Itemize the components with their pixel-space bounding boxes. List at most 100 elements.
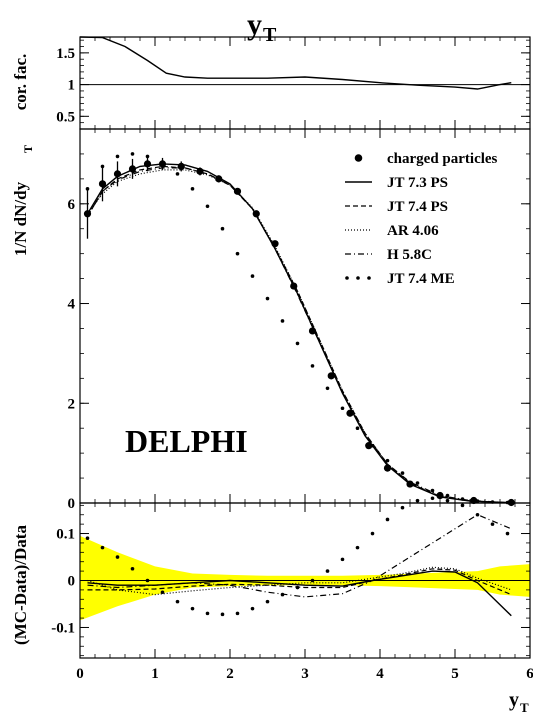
y-tick-label: 0 — [68, 496, 76, 512]
ratio-jt-7-4-me-dot — [175, 599, 180, 604]
dist-jt-7-4-me-dot — [460, 497, 465, 501]
y-tick-label: 6 — [68, 197, 76, 213]
legend-ar-4-06-label: AR 4.06 — [387, 223, 439, 239]
dist-jt-7-4-me-dot — [385, 458, 390, 463]
ratio-h-5-8c-line — [87, 514, 512, 598]
ratio-jt-7-4-me-dot — [430, 496, 435, 501]
y-tick-label: 2 — [68, 396, 76, 412]
y-tick-label: 0 — [68, 574, 76, 590]
data-point — [436, 491, 444, 500]
data-point — [196, 167, 204, 175]
ratio-ar-4-06-line — [87, 566, 512, 596]
dist-jt-7-4-me-dot — [400, 471, 405, 475]
dist-jt-7-4-me-dot — [130, 152, 135, 156]
legend: charged particles JT 7.3 PS JT 7.4 PS AR 4.… — [345, 151, 498, 287]
ratio-jt-7-4-me-dot — [475, 512, 480, 517]
ratio-jt-7-4-me-dot — [355, 545, 360, 550]
ratio-jt-7-4-me-dot — [415, 498, 420, 503]
legend-jt-7-4-me-dot — [356, 276, 360, 280]
ratio-jt-7-4-me-dot — [235, 611, 240, 616]
ratio-jt-7-4-me-dot — [280, 592, 285, 597]
data-point — [98, 180, 107, 188]
x-axis-label: y T — [509, 689, 529, 715]
x-tick-label: 6 — [526, 666, 533, 682]
dist-jt-7-4-me-dot — [430, 488, 435, 493]
legend-jt-7-4-me-label: JT 7.4 ME — [387, 271, 455, 287]
dist-jt-7-4-me-dot — [355, 426, 360, 431]
data-point — [346, 409, 354, 417]
panel-frame — [79, 36, 531, 130]
dist-jt-7-4-me-dot — [250, 274, 255, 278]
dist-jt-7-4-me-dot — [310, 364, 315, 368]
data-point — [143, 160, 152, 168]
x-tick-label: 5 — [451, 666, 459, 682]
y-tick-label: -0.1 — [51, 620, 75, 636]
legend-charged-particles-label: charged particles — [387, 151, 498, 167]
ratio-jt-7-4-me-dot — [310, 578, 315, 583]
dist-jt-7-4-me-dot — [340, 406, 345, 411]
y-tick-label: 4 — [68, 297, 76, 313]
data-point — [158, 160, 167, 168]
xlabel-sub: T — [520, 700, 529, 715]
data-point — [252, 210, 260, 218]
data-point — [308, 327, 317, 335]
ratio-jt-7-4-me-dot — [130, 566, 135, 571]
dist-jt-7-4-me-dot — [190, 187, 195, 191]
data-point — [365, 442, 373, 450]
correction-factor-panel: 0.5 1 1.5 — [56, 36, 531, 130]
figure-title: y T — [247, 8, 277, 46]
title-main: y — [247, 8, 262, 41]
data-point — [470, 496, 478, 505]
ratio-jt-7-4-me-dot — [265, 599, 270, 604]
ratio-jt-7-4-me-dot — [370, 531, 375, 536]
y-tick-label: 1 — [68, 78, 76, 94]
legend-charged-particles-marker — [354, 154, 363, 162]
dist-jt-7-4-me-dot — [220, 226, 225, 231]
ratio-panel: -0.1 0 0.1 0 1 2 3 4 5 6 — [51, 496, 533, 682]
ratio-jt-7-4-me-dot — [295, 585, 300, 590]
uncertainty-band — [80, 535, 530, 621]
data-point — [128, 165, 137, 173]
dist-jt-7-4-me-dot — [205, 204, 210, 209]
ratio-jt-7-4-me-dot — [115, 555, 120, 559]
legend-jt-7-3-ps-label: JT 7.3 PS — [387, 175, 448, 191]
title-subscript: T — [263, 24, 277, 46]
dist-jt-7-4-me-dot — [325, 386, 330, 391]
data-point — [327, 372, 335, 380]
dist-jt-7-4-me-dot — [415, 481, 420, 485]
y-tick-label: 0.5 — [56, 109, 75, 125]
legend-jt-7-4-me-dot — [345, 276, 349, 280]
data-point — [271, 240, 279, 248]
ratio-jt-7-4-me-dot — [445, 498, 450, 503]
ratio-jt-7-4-ps-line — [87, 568, 512, 596]
data-point — [177, 162, 185, 170]
distribution-ylabel: 1/N dN/dy T — [11, 145, 35, 256]
dist-jt-7-4-me-dot — [175, 172, 180, 176]
ratio-jt-7-4-me-dot — [205, 611, 210, 616]
y-tick-label: 1.5 — [56, 46, 75, 62]
xlabel-main: y — [509, 689, 519, 711]
cor-correction-factor-line — [79, 36, 512, 90]
y-tick-label: 0.1 — [56, 527, 75, 543]
ratio-jt-7-4-me-dot — [100, 545, 105, 550]
data-point — [406, 480, 414, 488]
data-point — [113, 170, 122, 178]
distribution-panel: 0 2 4 6 — [68, 128, 531, 512]
x-tick-label: 3 — [301, 666, 309, 682]
ratio-jt-7-4-me-dot — [250, 606, 255, 611]
dist-jt-7-4-me-dot — [445, 493, 450, 498]
ratio-jt-7-4-me-dot — [190, 606, 195, 611]
ratio-jt-7-4-me-dot — [385, 517, 390, 522]
distribution-ylabel-main: 1/N dN/dy — [11, 181, 30, 256]
cor-fac-ylabel: cor. fac. — [11, 54, 30, 111]
ratio-jt-7-4-me-dot — [325, 569, 330, 573]
dist-jt-7-4-me-dot — [280, 319, 285, 323]
data-point — [290, 282, 298, 290]
ratio-jt-7-4-me-dot — [160, 590, 165, 595]
ratio-jt-7-3-ps-line — [87, 570, 512, 617]
data-point — [233, 187, 242, 195]
data-point — [383, 464, 392, 472]
dist-jt-7-4-me-dot — [115, 154, 120, 159]
legend-jt-7-4-ps-label: JT 7.4 PS — [387, 199, 448, 215]
